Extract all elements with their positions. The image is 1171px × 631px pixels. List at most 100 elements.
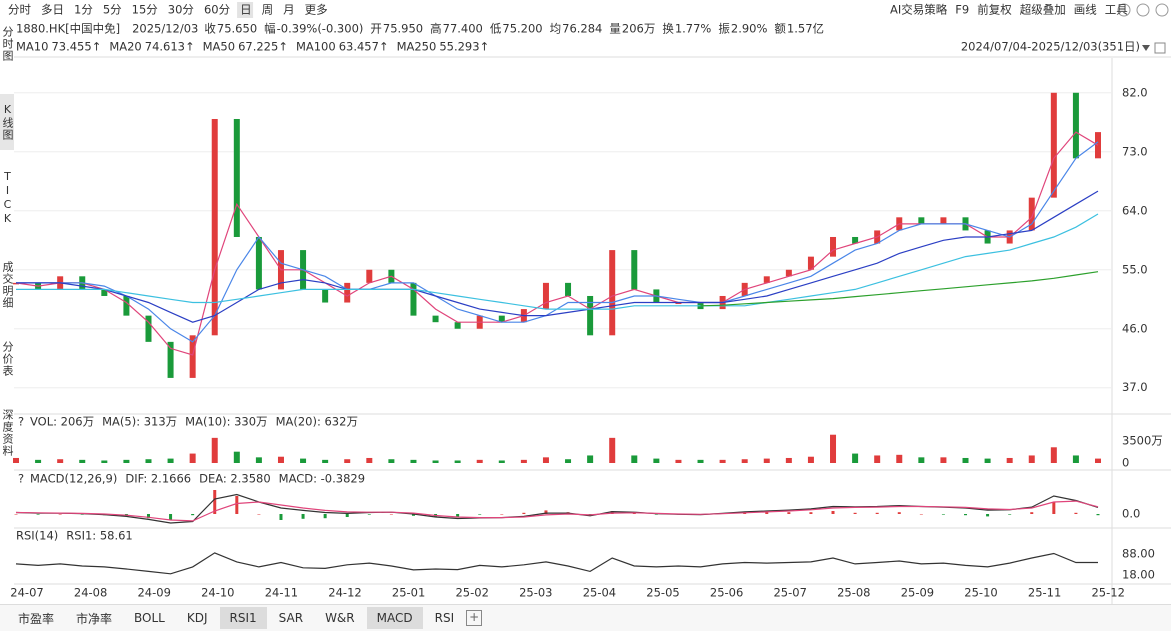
period-tab[interactable]: 60分 [204, 3, 231, 17]
ma-line [16, 213, 1099, 310]
bottom-tab[interactable]: BOLL [134, 611, 165, 625]
icon[interactable] [1155, 3, 1169, 17]
bottom-tab[interactable]: MACD [366, 607, 423, 629]
date-range[interactable]: 2024/07/04-2025/12/03(351日) [961, 40, 1140, 54]
icon[interactable] [1117, 3, 1131, 17]
macd-bar [500, 514, 504, 515]
period-tab[interactable]: 30分 [168, 3, 195, 17]
period-tab[interactable]: 月 [283, 3, 295, 17]
volume-bar [874, 455, 881, 463]
x-tick-label: 25-07 [773, 586, 806, 600]
volume-bar [1028, 455, 1035, 463]
toolbar-action[interactable]: 超级叠加 [1020, 3, 1066, 17]
candle [1072, 92, 1079, 159]
bottom-tab[interactable]: SAR [278, 611, 304, 625]
candle [1050, 92, 1057, 198]
volume-bar [896, 454, 903, 463]
y-tick-label: 37.0 [1122, 380, 1148, 394]
legend-text: RSI(14) [16, 529, 58, 543]
sidebar-tab[interactable]: K线图 [0, 94, 14, 150]
candle [609, 250, 616, 336]
macd-bar [1096, 514, 1100, 516]
period-tab[interactable]: 1分 [74, 3, 93, 17]
bottom-tab[interactable]: W&R [325, 611, 355, 625]
volume-bar [233, 451, 240, 463]
x-tick-label: 25-04 [583, 586, 616, 600]
toolbar-action[interactable]: F9 [955, 3, 969, 17]
macd-bar [323, 514, 327, 519]
x-tick-label: 25-12 [1091, 586, 1124, 600]
period-tab[interactable]: 分时 [8, 3, 31, 17]
volume-bar [366, 457, 373, 463]
toolbar-action[interactable]: 前复权 [977, 3, 1012, 17]
y-tick-label: 64.0 [1122, 203, 1148, 217]
period-tab[interactable]: 15分 [132, 3, 159, 17]
range-icon[interactable] [1154, 42, 1166, 54]
volume-bar [631, 455, 638, 463]
toolbar-action[interactable]: 工具 [1105, 3, 1128, 17]
legend-value: 73.455↑ [51, 40, 101, 54]
macd-bar [986, 514, 990, 517]
candle [587, 295, 594, 336]
toolbar-action[interactable]: AI交易策略 [890, 3, 948, 17]
macd-bar [544, 510, 548, 514]
volume-bar [542, 457, 549, 463]
toolbar-action[interactable]: 画线 [1074, 3, 1097, 17]
candle [255, 236, 262, 290]
label: 1.57亿 [787, 22, 824, 36]
volume-bar [388, 459, 395, 463]
sidebar-tab[interactable]: 成交明细 [1, 261, 14, 309]
volume-bar [741, 459, 748, 463]
period-tab[interactable]: 日 [240, 3, 252, 17]
sidebar-tab[interactable]: 深度资料 [1, 409, 14, 457]
range-arrow[interactable] [1142, 45, 1150, 51]
label: 75.200 [502, 22, 542, 36]
candle [145, 315, 152, 342]
legend-name: MA50 [203, 40, 235, 54]
y-tick-label: 55.0 [1122, 262, 1148, 276]
sidebar-tab[interactable]: 分时图 [1, 26, 14, 62]
bottom-tab[interactable]: KDJ [186, 611, 208, 625]
candle [13, 282, 19, 285]
volume-bar [101, 460, 108, 463]
candle [631, 250, 638, 290]
macd-bar [831, 511, 835, 514]
legend-text: DIF: 2.1666 [125, 472, 191, 486]
ma-line [16, 141, 1099, 343]
label: 2025/12/03 [132, 22, 198, 36]
bottom-tab[interactable]: 市净率 [76, 611, 113, 626]
period-tab[interactable]: 周 [262, 3, 274, 17]
macd-bar [765, 512, 769, 514]
candle [432, 315, 439, 323]
volume-bar [300, 458, 307, 463]
period-tab[interactable]: 5分 [103, 3, 122, 17]
legend-text: MACD: -0.3829 [279, 472, 365, 486]
period-tab[interactable]: 更多 [305, 3, 328, 17]
volume-bar [1006, 457, 1013, 463]
legend-name: MA100 [296, 40, 336, 54]
x-tick-label: 24-08 [74, 586, 107, 600]
volume-bar [587, 455, 594, 463]
icon[interactable] [1136, 3, 1150, 17]
legend-text: RSI1: 58.61 [66, 529, 132, 543]
help-icon[interactable]: ? [18, 415, 24, 429]
label: 206万 [622, 22, 655, 36]
sidebar-tab[interactable]: TICK [1, 170, 14, 226]
period-tab[interactable]: 多日 [41, 3, 64, 17]
volume-bar [79, 459, 86, 463]
macd-bar [411, 514, 415, 516]
macd-bar [456, 514, 460, 517]
bottom-tab[interactable]: RSI1 [219, 607, 267, 629]
candle [542, 282, 549, 310]
label: 1.77% [675, 22, 712, 36]
volume-bar [653, 458, 660, 463]
bottom-tab[interactable]: 市盈率 [18, 611, 55, 626]
help-icon[interactable]: ? [18, 472, 24, 486]
add-tab[interactable]: + [466, 610, 483, 626]
bottom-tab[interactable]: RSI [434, 611, 455, 625]
sidebar-tab[interactable]: 分价表 [1, 341, 14, 377]
volume-bar [675, 459, 682, 463]
period-highlight [237, 2, 254, 18]
volume-bar [277, 456, 284, 463]
macd-bar [941, 514, 945, 515]
